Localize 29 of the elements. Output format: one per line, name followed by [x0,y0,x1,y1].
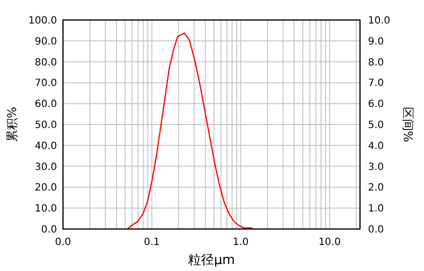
y-tick-label: 0.0 [41,224,57,236]
y2-tick-label: 0.0 [368,224,384,236]
x-axis-title: 粒径μm [188,253,235,268]
y2-tick-label: 4.0 [368,140,384,152]
y2-tick-label: 5.0 [368,120,384,131]
y-tick-label: 10.0 [34,204,57,215]
y2-tick-label: 7.0 [368,78,384,90]
y-tick-label: 100.0 [28,16,57,26]
y-tick-label: 70.0 [34,78,57,90]
y2-tick-label: 9.0 [368,36,384,48]
y-tick-label: 60.0 [34,99,57,110]
y2-tick-label: 3.0 [368,162,384,173]
y-tick-label: 50.0 [34,120,57,131]
y-tick-label: 20.0 [34,182,57,194]
y2-tick-label: 1.0 [368,204,384,215]
x-tick-label: 1.0 [232,237,249,248]
y-tick-label: 90.0 [34,36,57,48]
y2-axis-title: 区间% [401,106,415,142]
y-tick-label: 40.0 [34,140,57,152]
y-tick-label: 80.0 [34,57,57,68]
y2-tick-label: 6.0 [368,99,384,110]
y-tick-label: 30.0 [34,162,57,173]
x-tick-label: 0.0 [55,237,71,248]
y2-tick-label: 10.0 [368,16,390,26]
y2-tick-label: 2.0 [368,182,384,194]
x-tick-label: 10.0 [318,237,341,248]
x-tick-label: 0.1 [144,237,160,248]
y-axis-title: 累积% [5,106,19,142]
y2-tick-label: 8.0 [368,57,384,68]
